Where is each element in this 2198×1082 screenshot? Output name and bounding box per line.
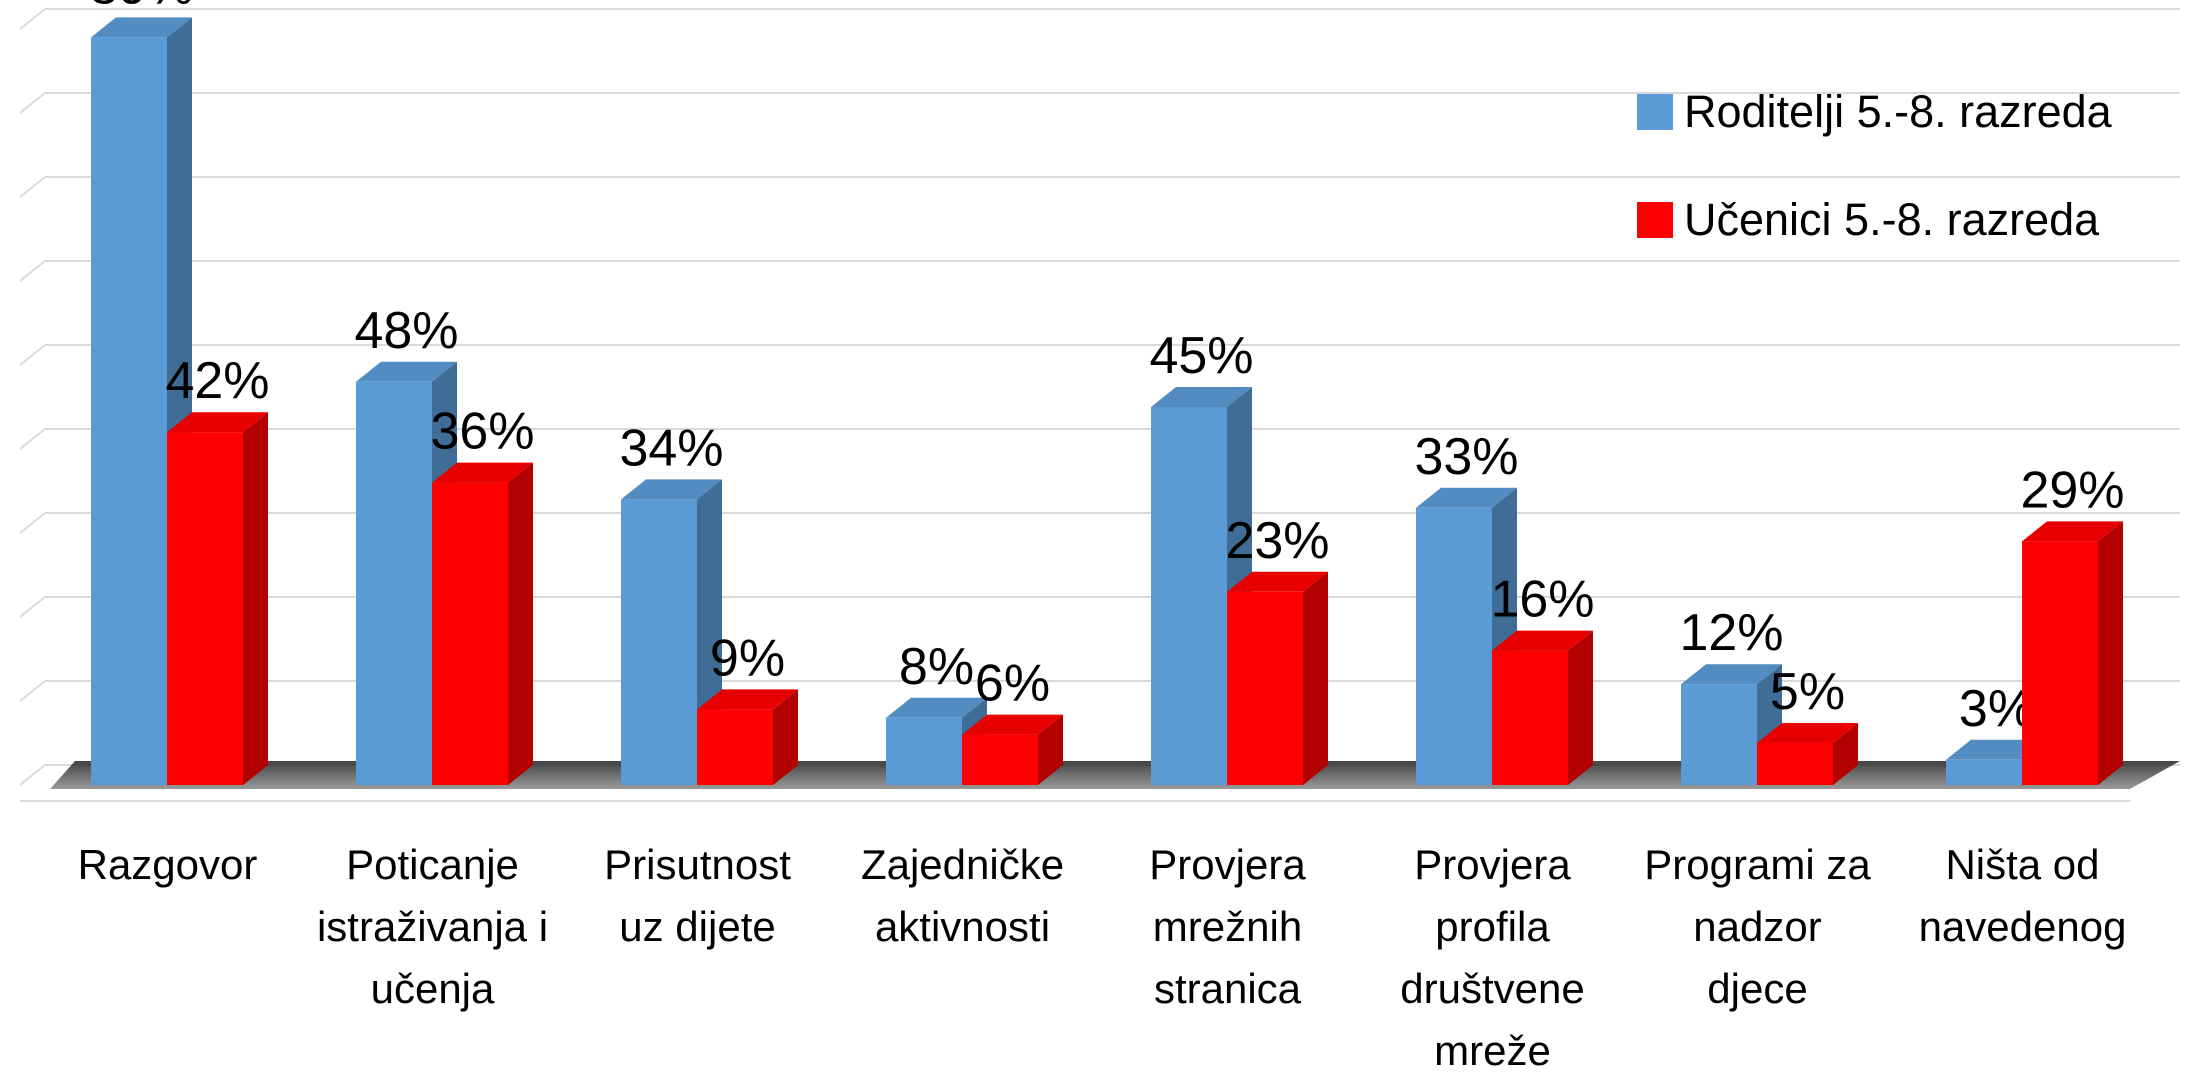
data-label: 6%	[975, 655, 1050, 713]
bar	[621, 499, 697, 785]
data-label: 29%	[2020, 461, 2124, 519]
bar-top	[1151, 387, 1252, 407]
x-tick-label: Prisutnost uz dijete	[604, 841, 791, 950]
bar-top	[2022, 521, 2123, 542]
bar	[1151, 407, 1227, 785]
bar-side	[508, 462, 533, 785]
bar	[1757, 743, 1833, 785]
grid-line-side	[19, 428, 46, 450]
bar-top	[1492, 630, 1593, 651]
bar	[356, 381, 432, 785]
bar-top	[621, 479, 722, 500]
x-tick-label: Programi za nadzor djece	[1644, 841, 1871, 1012]
bar-side	[243, 412, 268, 785]
grid-line-side	[19, 344, 46, 366]
legend-swatch	[1637, 202, 1673, 238]
bar-top	[1757, 723, 1858, 743]
bar	[1681, 684, 1757, 785]
data-label: 36%	[430, 403, 534, 461]
x-tick-label: Razgovor	[77, 841, 258, 888]
bar	[962, 734, 1038, 785]
x-tick-label: Zajedničke aktivnosti	[860, 841, 1065, 950]
bar-top	[1227, 571, 1328, 592]
bar-top	[1416, 487, 1517, 508]
bar	[1946, 759, 2022, 785]
bar-side	[773, 689, 798, 785]
bar-side	[1303, 571, 1328, 785]
data-label: 3%	[1959, 680, 2034, 738]
grid-line-side	[19, 596, 46, 618]
bar	[697, 709, 773, 785]
bar-top	[356, 361, 457, 382]
data-label: 89%	[89, 0, 193, 15]
x-tick-label: Provjera mrežnih stranica	[1149, 841, 1306, 1012]
bar-side	[1038, 714, 1063, 785]
bar	[886, 717, 962, 785]
x-tick-label: Poticanje istraživanja i učenja	[316, 841, 549, 1012]
legend-label: Učenici 5.-8. razreda	[1684, 194, 2100, 245]
x-tick-label: Provjera profila društvene mreže	[1400, 841, 1585, 1074]
bar-side	[1833, 723, 1858, 785]
bar-top	[167, 412, 268, 433]
bar-top	[886, 697, 987, 718]
bar	[1416, 507, 1492, 785]
grid-line-side	[19, 8, 46, 30]
data-label: 5%	[1770, 663, 1845, 721]
data-label: 34%	[619, 419, 723, 477]
data-label: 48%	[354, 302, 458, 360]
bar-top	[1681, 664, 1782, 685]
data-label: 45%	[1149, 327, 1253, 385]
bar-top	[962, 714, 1063, 735]
data-label: 42%	[165, 352, 269, 410]
bar-top	[91, 17, 192, 38]
legend-label: Roditelji 5.-8. razreda	[1684, 86, 2113, 137]
data-label: 33%	[1414, 428, 1518, 486]
floor-shadow	[50, 761, 2180, 789]
grid-line-side	[19, 764, 46, 786]
bar-top	[1946, 739, 2047, 760]
grid-line-side	[19, 680, 46, 702]
data-label: 8%	[899, 638, 974, 696]
grid-line-side	[19, 260, 46, 282]
grid-line-side	[19, 176, 46, 198]
bar	[167, 432, 243, 785]
bar-top	[697, 689, 798, 710]
bar	[1492, 650, 1568, 785]
bar-side	[2098, 521, 2123, 785]
grid-line-side	[19, 92, 46, 114]
bar	[1227, 591, 1303, 785]
bar	[91, 37, 167, 785]
grid-line-side	[19, 512, 46, 534]
bar-side	[1568, 630, 1593, 785]
x-tick-label: Ništa od navedenog	[1918, 841, 2127, 950]
data-label: 16%	[1490, 571, 1594, 629]
legend-swatch	[1637, 94, 1673, 130]
bar	[2022, 541, 2098, 785]
data-label: 9%	[710, 629, 785, 687]
data-label: 23%	[1225, 512, 1329, 570]
bar	[432, 482, 508, 785]
bar-top	[432, 462, 533, 483]
data-label: 12%	[1679, 604, 1783, 662]
